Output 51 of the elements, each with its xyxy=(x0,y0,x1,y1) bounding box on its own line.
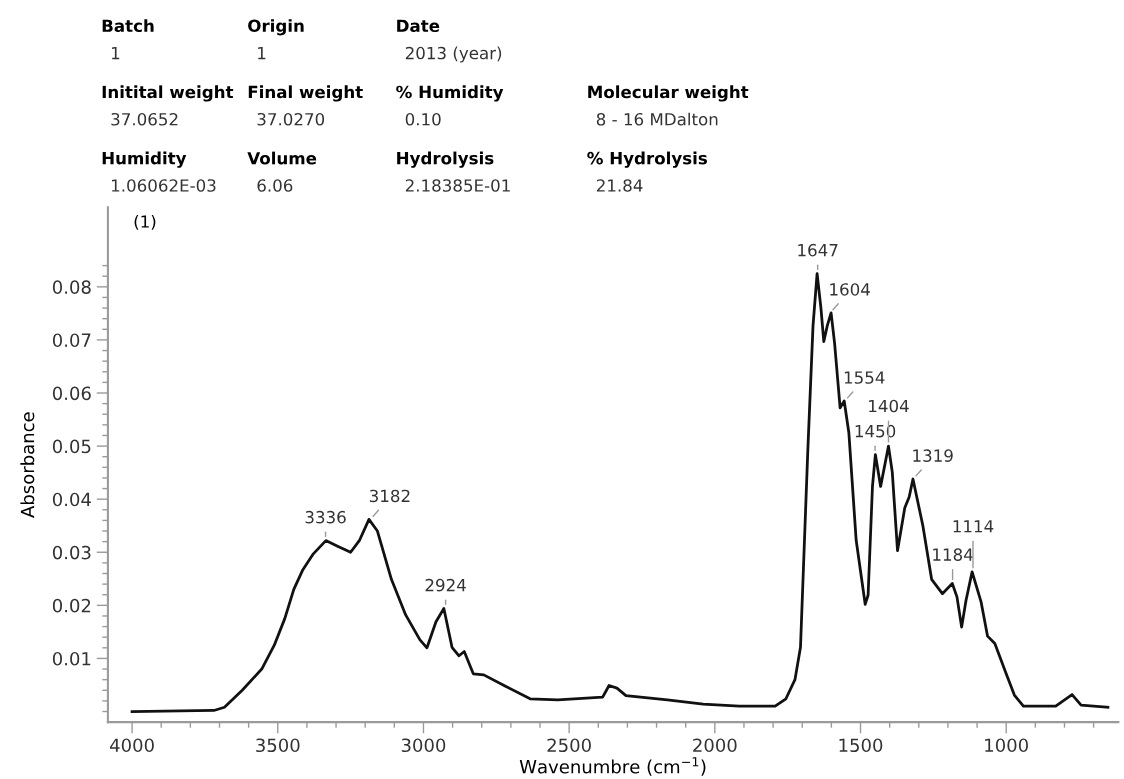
y-tick-label: 0.07 xyxy=(52,333,91,348)
text: 21.84 xyxy=(596,179,643,192)
text: Final weight xyxy=(248,85,363,102)
x-tick-label: 2500 xyxy=(547,738,591,753)
y-tick-label: 0.01 xyxy=(52,651,91,666)
text: Humidity xyxy=(102,151,187,168)
y-tick-label: 0.08 xyxy=(52,280,91,294)
text: 0.10 xyxy=(405,112,441,126)
x-tick-label: 1000 xyxy=(985,738,1028,753)
text: Molecular weight xyxy=(588,85,749,102)
y-axis-title: Absorbance xyxy=(20,412,35,518)
x-tick-label: 4000 xyxy=(110,738,154,753)
x-tick-label: 2000 xyxy=(693,738,737,753)
text: Origin xyxy=(248,19,304,36)
text: % Hydrolysis xyxy=(587,151,707,168)
text: Batch xyxy=(102,19,154,33)
annotation: 2924 xyxy=(425,578,466,592)
annotation: 3336 xyxy=(305,510,346,524)
text: 1.06062E-03 xyxy=(111,179,216,192)
text: 6.06 xyxy=(257,179,293,192)
annotation: 1184 xyxy=(933,548,973,561)
annotation: (1) xyxy=(134,214,156,230)
y-tick-label: 0.03 xyxy=(52,545,91,560)
text: 2.18385E-01 xyxy=(405,179,510,192)
annotation: 3182 xyxy=(369,489,410,503)
text: Volume xyxy=(247,151,317,165)
y-tick-label: 0.06 xyxy=(52,386,91,401)
text: 37.0270 xyxy=(257,112,325,126)
annotation: 1554 xyxy=(844,371,885,384)
text: 8 - 16 MDalton xyxy=(596,112,718,126)
text: 37.0652 xyxy=(111,112,178,126)
y-tick-label: 0.04 xyxy=(52,492,91,507)
y-tick-label: 0.02 xyxy=(52,598,91,613)
annotation: 1319 xyxy=(913,449,953,462)
text: 2013 (year) xyxy=(405,46,502,63)
text: Initital weight xyxy=(102,85,234,102)
y-tick-label: 0.05 xyxy=(52,439,91,454)
line-series xyxy=(130,272,1110,713)
annotation: 1114 xyxy=(953,520,994,533)
x-axis-title: Wavenumbre (cm$^{−1}$) xyxy=(519,757,706,776)
annotation: 1647 xyxy=(798,243,838,257)
text: 1 xyxy=(111,46,120,60)
annotation: 1604 xyxy=(830,283,870,296)
annotation: 1404 xyxy=(869,399,909,413)
x-tick-label: 1500 xyxy=(839,738,883,753)
text: Date xyxy=(397,19,440,33)
x-tick-label: 3500 xyxy=(256,738,300,753)
text: % Humidity xyxy=(396,85,504,102)
text: 1 xyxy=(258,46,266,60)
x-tick-label: 3000 xyxy=(401,738,446,753)
text: Hydrolysis xyxy=(397,151,494,168)
